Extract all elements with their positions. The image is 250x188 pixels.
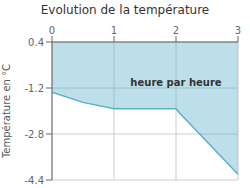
svg-text:heure par heure: heure par heure (130, 77, 221, 88)
svg-text:Température en °C: Température en °C (8, 64, 12, 159)
svg-text:0: 0 (49, 25, 55, 36)
svg-text:0.4: 0.4 (28, 37, 44, 48)
html-text:Evolution de la température: Evolution de la température (40, 3, 210, 17)
svg-text:2: 2 (173, 25, 179, 36)
svg-text:1: 1 (111, 25, 117, 36)
svg-text:3: 3 (235, 25, 241, 36)
svg-text:-4.4: -4.4 (24, 175, 44, 186)
svg-text:-1.2: -1.2 (24, 83, 44, 94)
svg-text:-2.8: -2.8 (24, 129, 44, 140)
